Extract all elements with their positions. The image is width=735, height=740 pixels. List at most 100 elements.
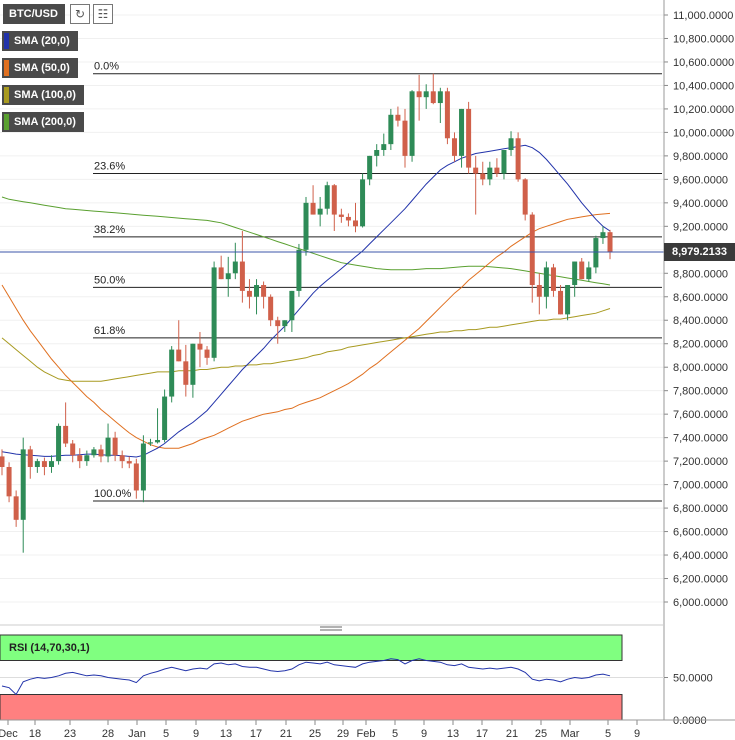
- candle-body: [374, 150, 380, 156]
- candle-body: [63, 425, 69, 444]
- sma-100-badge[interactable]: SMA (100,0): [2, 85, 84, 105]
- y-tick-label: 7,200.0000: [673, 456, 728, 468]
- bar-chart-icon[interactable]: ☷: [93, 4, 113, 24]
- y-tick-label: 7,600.0000: [673, 409, 728, 421]
- y-tick-label: 8,400.0000: [673, 315, 728, 327]
- candle-body: [275, 320, 281, 327]
- x-tick-label: 23: [64, 728, 76, 740]
- fib-label: 61.8%: [94, 325, 125, 337]
- x-tick-label: 13: [447, 728, 459, 740]
- x-tick-label: 9: [421, 728, 427, 740]
- candle-body: [388, 114, 394, 145]
- sma-50-line: [1, 212, 611, 449]
- candle-body: [572, 261, 578, 286]
- x-tick-label: 17: [476, 728, 488, 740]
- candle-body: [600, 232, 606, 239]
- candle-body: [331, 185, 337, 215]
- candle-body: [451, 138, 457, 156]
- candle-body: [565, 285, 571, 315]
- candle-body: [515, 138, 521, 180]
- sma-50-swatch: [4, 60, 9, 76]
- candle-body: [211, 267, 217, 358]
- fib-label: 50.0%: [94, 274, 125, 286]
- candle-body: [56, 425, 62, 462]
- sma-50-badge[interactable]: SMA (50,0): [2, 58, 78, 78]
- candle-body: [353, 220, 358, 227]
- candle-body: [360, 179, 366, 227]
- candle-body: [459, 108, 465, 156]
- candle-body: [6, 466, 12, 497]
- candle-body: [105, 437, 111, 457]
- candle-body: [529, 214, 535, 286]
- candle-body: [48, 461, 54, 467]
- rsi-line: [1, 658, 611, 696]
- sma-100-line: [1, 308, 611, 382]
- candle-body: [416, 91, 422, 98]
- y-tick-label: 11,000.0000: [673, 10, 733, 22]
- candle-body: [437, 91, 443, 104]
- candle-body: [20, 449, 26, 520]
- symbol-label[interactable]: BTC/USD: [3, 4, 65, 24]
- rsi-overbought-zone: [0, 634, 623, 661]
- candle-body: [324, 185, 330, 209]
- y-tick-label: 7,000.0000: [673, 480, 728, 492]
- x-tick-label: Dec: [0, 728, 18, 740]
- rsi-y-tick-label: 50.0000: [673, 673, 713, 685]
- candle-body: [126, 461, 132, 464]
- sma-20-badge[interactable]: SMA (20,0): [2, 31, 78, 51]
- candle-body: [140, 443, 146, 491]
- y-tick-label: 10,200.0000: [673, 104, 734, 116]
- rsi-oversold-zone: [0, 694, 623, 721]
- candle-body: [543, 267, 549, 297]
- candle-body: [176, 349, 182, 362]
- y-tick-label: 7,400.0000: [673, 433, 728, 445]
- y-tick-label: 6,200.0000: [673, 574, 728, 586]
- sma-200-badge[interactable]: SMA (200,0): [2, 112, 84, 132]
- candlestick-series: [0, 73, 613, 553]
- candle-body: [225, 273, 231, 280]
- candle-body: [508, 138, 514, 151]
- candle-body: [155, 439, 161, 443]
- candle-body: [27, 449, 33, 467]
- sma-200-swatch: [4, 114, 9, 130]
- y-tick-label: 6,400.0000: [673, 550, 728, 562]
- candle-body: [268, 296, 274, 321]
- price-axis: 11,000.0000 10,800.0000 10,600.0000 10,400.…: [663, 0, 734, 720]
- candle-body: [77, 455, 83, 462]
- x-tick-label: 21: [506, 728, 518, 740]
- y-tick-label: 6,000.0000: [673, 597, 728, 609]
- x-tick-label: 9: [634, 728, 640, 740]
- candle-body: [119, 455, 125, 462]
- y-tick-label: 8,200.0000: [673, 339, 728, 351]
- candle-body: [367, 155, 373, 180]
- x-tick-label: 21: [280, 728, 292, 740]
- candle-body: [607, 232, 613, 253]
- candle-body: [536, 285, 542, 297]
- candle-body: [494, 167, 500, 174]
- y-tick-label: 9,800.0000: [673, 151, 728, 163]
- refresh-icon[interactable]: ↻: [70, 4, 90, 24]
- x-tick-label: 13: [220, 728, 232, 740]
- x-tick-label: 5: [605, 728, 611, 740]
- x-tick-label: 18: [29, 728, 41, 740]
- candle-body: [586, 267, 592, 280]
- candle-body: [34, 461, 40, 467]
- candle-body: [310, 202, 316, 215]
- candle-body: [317, 208, 323, 215]
- candle-body: [593, 238, 599, 268]
- x-tick-label: 28: [102, 728, 114, 740]
- candle-body: [501, 150, 507, 174]
- x-tick-label: Feb: [357, 728, 376, 740]
- time-axis: Dec 18 23 28 Jan 5 9 13 17 21 25 29 Feb 5 9 13 17 21 25 Mar…: [0, 719, 735, 740]
- candle-body: [70, 443, 76, 456]
- candle-body: [218, 267, 224, 280]
- candle-body: [423, 91, 429, 98]
- sma-200-label: SMA (200,0): [14, 116, 76, 128]
- candle-body: [204, 349, 210, 358]
- candle-body: [522, 179, 528, 215]
- y-tick-label: 6,800.0000: [673, 503, 728, 515]
- fib-label: 0.0%: [94, 61, 119, 73]
- candle-body: [466, 108, 472, 168]
- sma-50-label: SMA (50,0): [14, 62, 70, 74]
